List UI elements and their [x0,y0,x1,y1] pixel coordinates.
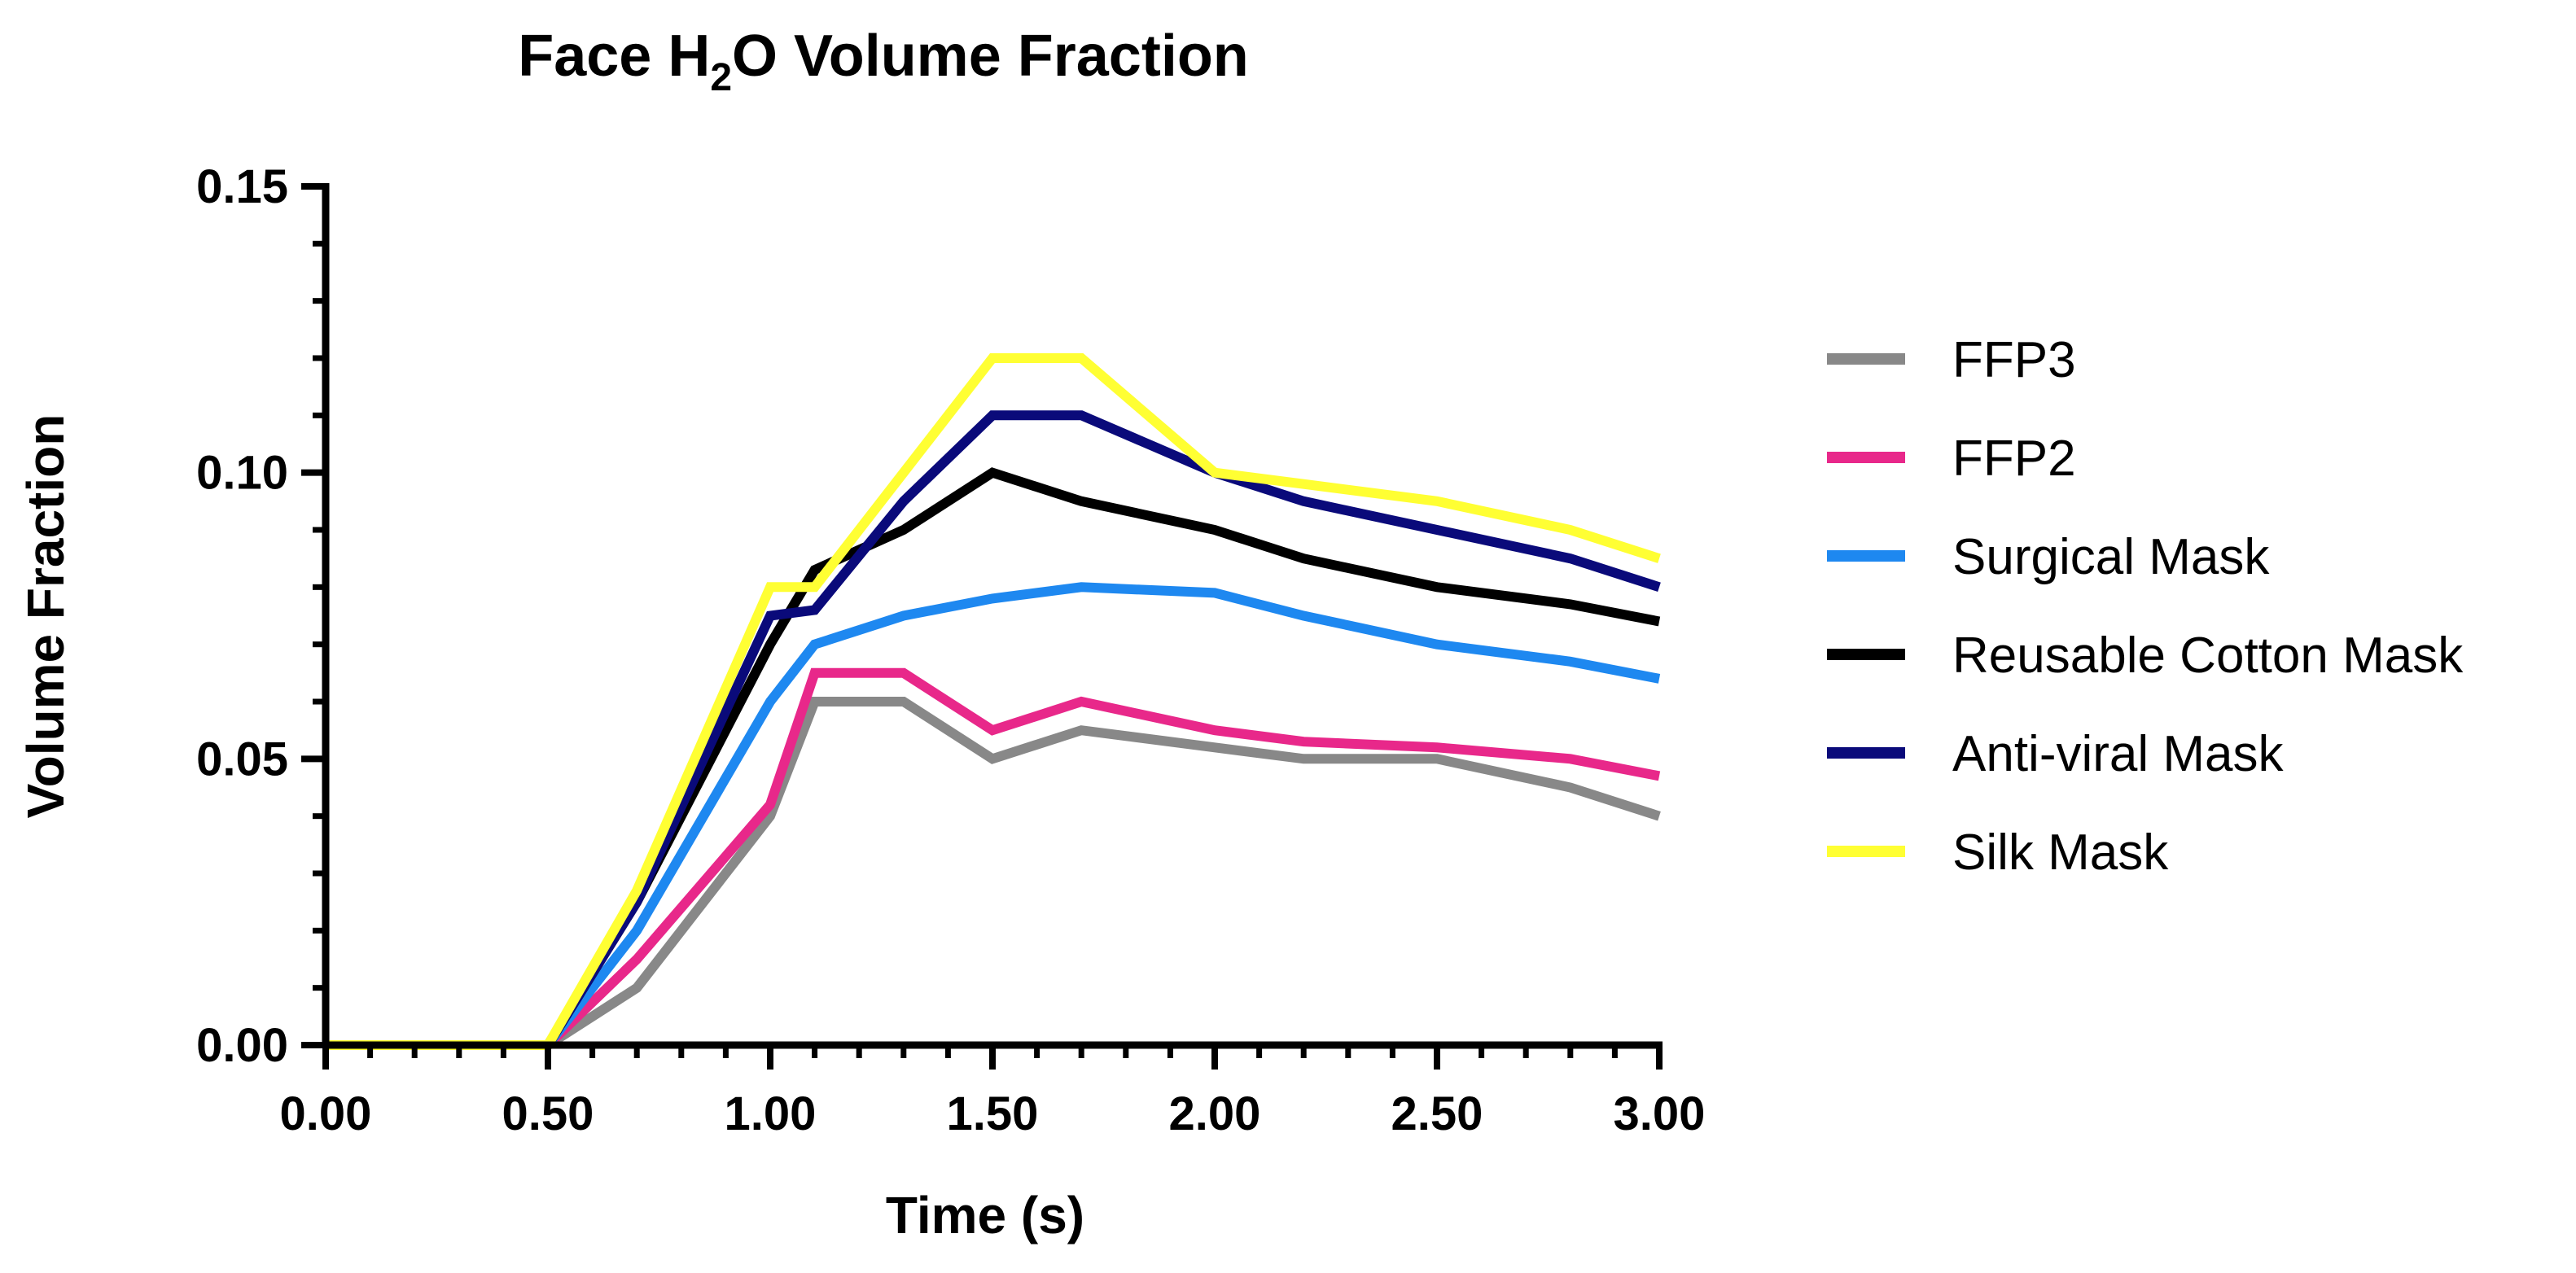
x-tick-label: 0.00 [280,1087,372,1140]
x-tick-label: 0.50 [502,1087,594,1140]
legend-label: Anti-viral Mask [1952,726,2285,782]
chart-title: Face H2O Volume Fraction [518,24,1249,99]
x-axis-label: Time (s) [886,1186,1084,1245]
legend-item: FFP3 [1827,332,2076,388]
legend-label: Surgical Mask [1952,529,2270,585]
y-tick-label: 0.10 [196,447,288,500]
series-line-anti-viral-mask [326,410,1661,1050]
y-tick-label: 0.05 [196,733,288,785]
x-tick-label: 2.00 [1169,1087,1261,1140]
legend-label: FFP2 [1952,431,2076,487]
series-layer [326,353,1661,1050]
legend-label: Reusable Cotton Mask [1952,628,2464,684]
legend-item: Reusable Cotton Mask [1827,628,2464,684]
series-line-ffp3 [326,697,1661,1050]
legend-label: Silk Mask [1952,825,2169,881]
legend-item: Anti-viral Mask [1827,726,2285,782]
x-tick-label: 1.00 [725,1087,817,1140]
legend-item: FFP2 [1827,431,2076,487]
x-tick-label: 3.00 [1614,1087,1706,1140]
chart-title-suffix: O Volume Fraction [732,24,1249,89]
legend-label: FFP3 [1952,332,2076,388]
series-line-silk-mask [326,353,1661,1050]
legend-item: Silk Mask [1827,825,2169,881]
chart-title-prefix: Face H [518,24,710,89]
axes-layer: 0.00 0.50 1.00 1.50 2.00 2.50 3.00 0.00 0.05 0.10… [196,160,1705,1140]
series-line-surgical-mask [326,582,1661,1050]
series-line-ffp2 [326,667,1661,1050]
x-tick-label: 2.50 [1391,1087,1483,1140]
y-tick-label: 0.00 [196,1019,288,1072]
chart-title-subscript: 2 [710,56,732,99]
x-tick-label: 1.50 [947,1087,1039,1140]
y-tick-label: 0.15 [196,160,288,213]
legend-item: Surgical Mask [1827,529,2270,585]
legend: FFP3 FFP2 Surgical Mask Reusable Cotton Mas… [1827,332,2464,881]
y-axis-label: Volume Fraction [16,414,75,819]
